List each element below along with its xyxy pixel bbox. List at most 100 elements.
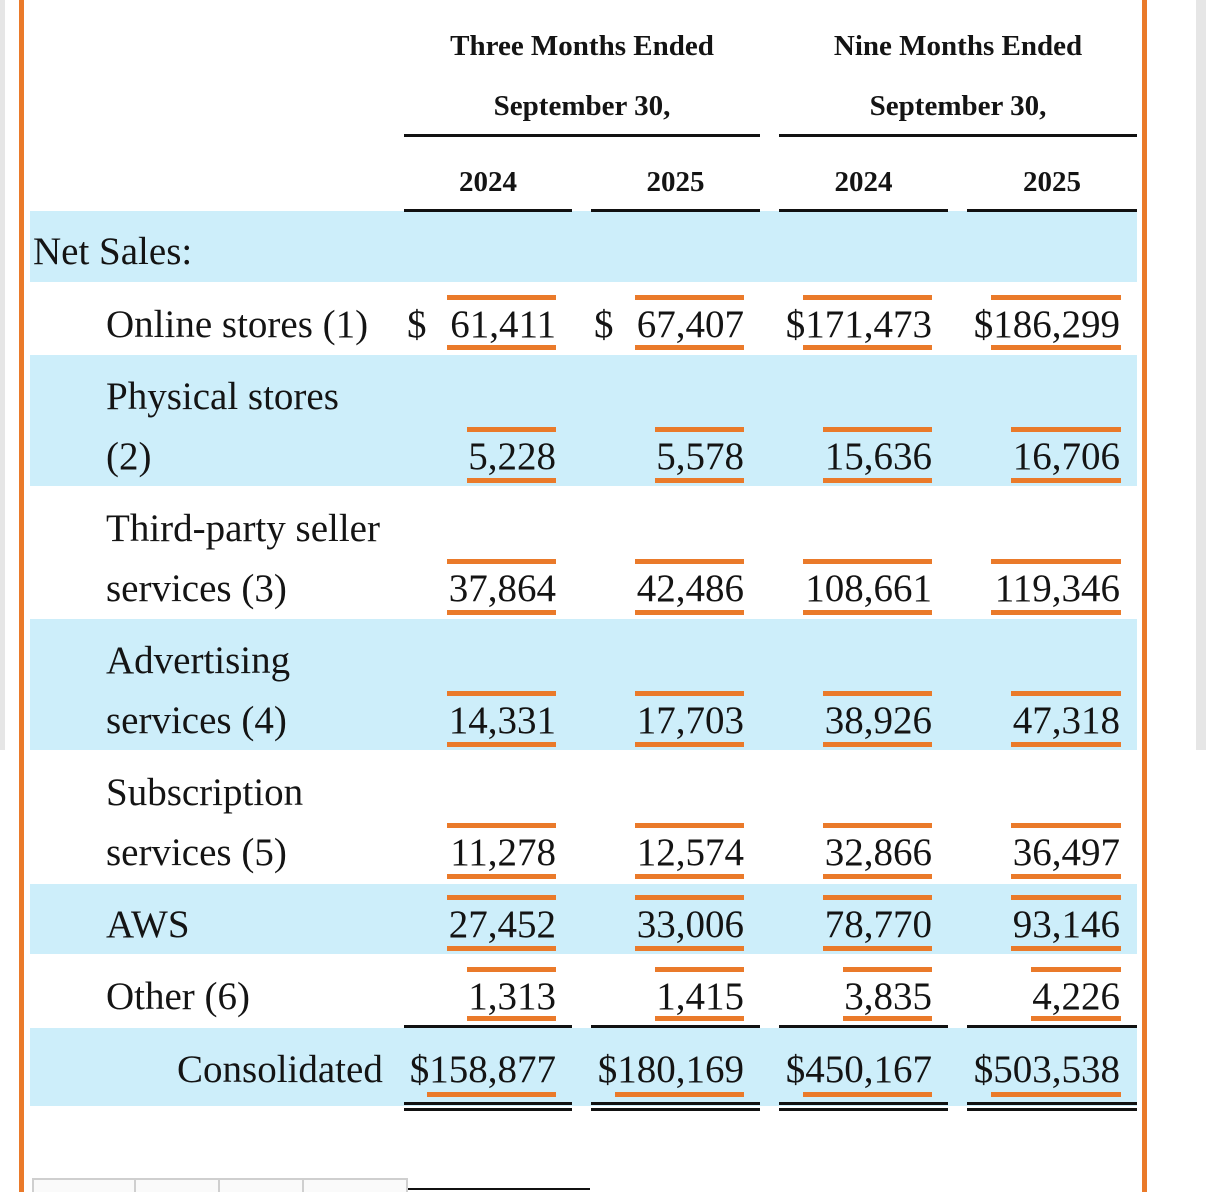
header-group2-rule <box>779 134 1137 137</box>
highlight-line <box>635 610 744 615</box>
total-double-rule-bottom-col1 <box>404 1108 572 1111</box>
highlight-line <box>655 478 744 483</box>
value-other-col1: 1,313 <box>468 975 556 1018</box>
value-advertising-col1: 14,331 <box>448 699 556 742</box>
highlight-line <box>803 1092 932 1097</box>
highlight-line <box>803 295 932 300</box>
subtotal-rule-col1 <box>404 1025 572 1028</box>
header-three-months-line1: Three Months Ended <box>450 30 714 62</box>
value-aws-col4: 93,146 <box>1012 903 1120 946</box>
highlight-line <box>803 610 932 615</box>
total-value-col2: $180,169 <box>597 1048 744 1091</box>
total-label-consolidated: Consolidated <box>177 1048 383 1091</box>
header-group1-rule <box>404 134 760 137</box>
band-consolidated <box>30 1028 1137 1106</box>
highlight-line <box>447 895 556 900</box>
value-aws-col3: 78,770 <box>824 903 932 946</box>
cutoff-table-cell <box>218 1178 304 1192</box>
band-physical-stores <box>30 355 1137 486</box>
highlight-line <box>447 610 556 615</box>
value-aws-col1: 27,452 <box>448 903 556 946</box>
row-label-physical-stores-line1: Physical stores <box>106 375 339 418</box>
highlight-line <box>991 610 1121 615</box>
year-col1: 2024 <box>459 166 517 198</box>
cutoff-table-cell <box>302 1178 408 1192</box>
value-subscription-col4: 36,497 <box>1012 831 1120 874</box>
highlight-line <box>635 874 744 879</box>
page-edge <box>0 0 5 750</box>
highlight-line <box>803 345 932 350</box>
highlight-line <box>1031 1016 1121 1021</box>
header-nine-months-line1: Nine Months Ended <box>833 30 1083 62</box>
highlight-line <box>467 478 556 483</box>
total-value-col1: $158,877 <box>409 1048 556 1091</box>
value-subscription-col3: 32,866 <box>824 831 932 874</box>
highlight-line <box>823 427 932 432</box>
highlight-line <box>1011 691 1121 696</box>
row-label-online-stores: Online stores (1) <box>106 303 369 346</box>
highlight-line <box>1011 427 1121 432</box>
band-aws <box>30 884 1137 954</box>
highlight-line <box>823 895 932 900</box>
highlight-line <box>823 742 932 747</box>
highlight-line <box>635 559 744 564</box>
row-label-third-party-line1: Third-party seller <box>106 507 380 550</box>
currency-symbol: $ <box>594 303 614 346</box>
total-double-rule-top-col4 <box>967 1102 1137 1105</box>
highlight-line <box>655 427 744 432</box>
highlight-line <box>823 478 932 483</box>
highlight-line <box>803 559 932 564</box>
value-third-party-col2: 42,486 <box>636 567 744 610</box>
cutoff-table-cell <box>32 1178 136 1192</box>
highlight-line <box>635 295 744 300</box>
cutoff-table-cell <box>134 1178 220 1192</box>
highlight-line <box>635 345 744 350</box>
value-third-party-col3: 108,661 <box>805 567 932 610</box>
value-other-col2: 1,415 <box>656 975 744 1018</box>
year-col2: 2025 <box>646 166 705 198</box>
highlight-line <box>1011 895 1121 900</box>
highlight-line <box>1011 742 1121 747</box>
value-aws-col2: 33,006 <box>636 903 744 946</box>
highlight-line <box>843 967 932 972</box>
highlight-line <box>991 559 1121 564</box>
header-three-months-line2: September 30, <box>493 90 671 122</box>
year-col3: 2024 <box>834 166 893 198</box>
highlight-line <box>655 967 744 972</box>
highlight-line <box>447 345 556 350</box>
year-col2-rule <box>591 209 760 212</box>
total-double-rule-bottom-col2 <box>591 1108 760 1111</box>
highlight-line <box>635 946 744 951</box>
highlight-line <box>635 823 744 828</box>
value-other-col4: 4,226 <box>1032 975 1120 1018</box>
right-gutter <box>1196 0 1206 750</box>
total-value-col4: $503,538 <box>973 1048 1120 1091</box>
highlight-line <box>991 295 1121 300</box>
year-col4: 2025 <box>1023 166 1081 198</box>
highlight-line <box>635 742 744 747</box>
total-value-col3: $450,167 <box>785 1048 932 1091</box>
highlight-line <box>427 1092 556 1097</box>
highlight-line <box>823 874 932 879</box>
highlight-line <box>447 823 556 828</box>
value-physical-stores-col2: 5,578 <box>656 435 744 478</box>
highlight-line <box>823 823 932 828</box>
highlight-line <box>635 691 744 696</box>
highlight-line <box>447 295 556 300</box>
total-double-rule-top-col1 <box>404 1102 572 1105</box>
value-physical-stores-col3: 15,636 <box>824 435 932 478</box>
highlight-line <box>843 1016 932 1021</box>
highlight-line <box>991 1092 1121 1097</box>
cutoff-rule <box>408 1188 590 1190</box>
highlight-line <box>823 691 932 696</box>
total-double-rule-top-col3 <box>779 1102 948 1105</box>
subtotal-rule-col3 <box>779 1025 948 1028</box>
band-net-sales <box>30 211 1137 282</box>
year-col3-rule <box>779 209 948 212</box>
band-advertising <box>30 619 1137 750</box>
highlight-line <box>635 895 744 900</box>
highlight-line <box>447 946 556 951</box>
value-subscription-col2: 12,574 <box>636 831 744 874</box>
value-online-stores-col2: 67,407 <box>636 303 744 346</box>
highlight-line <box>823 946 932 951</box>
